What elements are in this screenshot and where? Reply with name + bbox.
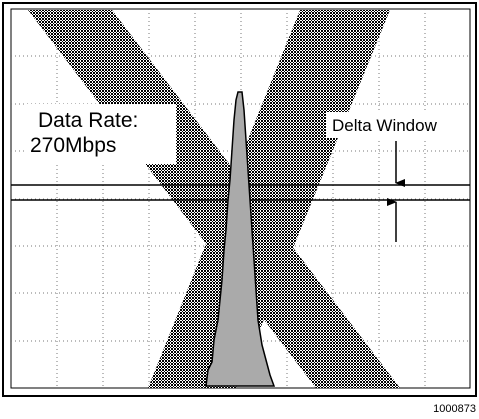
histogram (205, 91, 276, 387)
data-rate-value: 270Mbps (30, 134, 116, 157)
delta-window-label: Delta Window (332, 116, 438, 135)
label-background (326, 112, 468, 138)
figure-id: 1000873 (433, 403, 476, 415)
label-background (26, 104, 176, 164)
eye-trace-rising (148, 10, 390, 388)
data-rate-label: Data Rate: (38, 109, 138, 132)
